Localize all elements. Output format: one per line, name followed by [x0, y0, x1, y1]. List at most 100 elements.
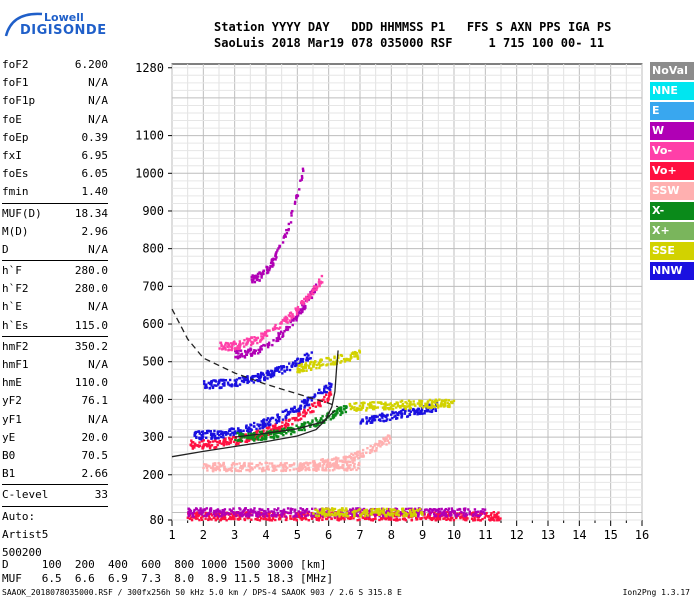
echo-point-sse — [396, 403, 400, 407]
echo-point-nnw — [391, 410, 394, 414]
echo-point-sse — [353, 515, 356, 518]
echo-point-w — [235, 351, 238, 355]
echo-point-vo — [297, 514, 301, 518]
echo-point-w — [476, 510, 480, 513]
echo-point-w — [259, 346, 262, 349]
echo-point-w — [478, 514, 481, 518]
echo-point-vo — [310, 517, 314, 520]
echo-point-vo — [224, 440, 227, 444]
echo-point-sse — [334, 360, 338, 364]
echo-point-sse — [303, 363, 307, 367]
echo-point-vo — [216, 443, 219, 447]
echo-point-nnw — [313, 394, 317, 397]
echo-point-nnw — [209, 430, 213, 433]
param-value: N/A — [88, 112, 108, 126]
echo-point-w — [298, 311, 301, 315]
echo-point-w — [263, 344, 267, 347]
echo-point-nnw — [235, 378, 239, 381]
echo-point-vo — [198, 441, 201, 444]
echo-point-vo — [437, 512, 441, 516]
echo-point-nnw — [232, 427, 235, 431]
echo-point-sse — [446, 404, 450, 408]
echo-point-nnw — [291, 408, 294, 411]
echo-point-ssw — [353, 457, 356, 460]
echo-point-ssw — [260, 468, 264, 471]
echo-point-w — [253, 274, 257, 278]
echo-point-ssw — [258, 461, 262, 465]
echo-point-vo — [234, 347, 237, 350]
echo-point-sse — [318, 359, 322, 362]
echo-point-ssw — [211, 466, 214, 470]
echo-point-sse — [393, 403, 397, 406]
echo-point-w — [275, 513, 279, 517]
echo-point-w — [277, 247, 280, 250]
echo-point-x — [249, 432, 253, 435]
echo-point-x — [265, 433, 268, 436]
echo-point-w — [399, 511, 402, 514]
echo-point-sse — [315, 363, 319, 367]
echo-point-w — [357, 507, 360, 510]
echo-point-vo — [446, 517, 450, 521]
echo-point-nnw — [216, 432, 219, 436]
echo-point-w — [417, 515, 420, 518]
echo-point-vo — [201, 515, 204, 518]
echo-point-vo — [250, 336, 254, 339]
echo-point-sse — [384, 407, 387, 411]
param-row-d: D N/A — [2, 241, 108, 259]
echo-point-w — [479, 510, 483, 513]
echo-point-vo — [274, 423, 277, 426]
echo-point-sse — [376, 401, 380, 404]
echo-point-w — [349, 508, 353, 512]
echo-point-w — [260, 276, 263, 279]
echo-point-sse — [410, 512, 413, 516]
x-tick-label: 10 — [447, 528, 461, 542]
echo-point-w — [200, 510, 203, 514]
echo-point-nnw — [285, 368, 289, 371]
echo-point-nnw — [228, 428, 231, 431]
echo-point-w — [465, 513, 468, 517]
echo-point-nnw — [294, 362, 298, 365]
echo-point-w — [312, 515, 315, 518]
echo-point-vo — [204, 443, 207, 446]
echo-point-ssw — [349, 463, 352, 467]
echo-point-sse — [319, 364, 322, 367]
echo-point-w — [483, 512, 486, 515]
echo-point-w — [310, 512, 313, 516]
echo-point-nnw — [389, 413, 393, 416]
echo-point-nnw — [259, 371, 263, 375]
echo-point-sse — [342, 513, 345, 516]
echo-point-w — [407, 507, 411, 511]
echo-point-w — [474, 510, 477, 514]
echo-point-vo — [295, 312, 299, 316]
echo-point-vo — [429, 511, 433, 514]
echo-point-x — [299, 425, 303, 429]
echo-point-w — [431, 508, 435, 512]
echo-point-vo — [338, 518, 341, 521]
echo-point-ssw — [341, 460, 344, 464]
echo-point-vo — [226, 441, 229, 444]
echo-point-ssw — [217, 462, 220, 465]
echo-point-x — [291, 427, 295, 430]
echo-point-vo — [410, 518, 414, 521]
echo-point-w — [209, 509, 213, 512]
echo-point-ssw — [373, 449, 377, 453]
echo-point-w — [275, 508, 279, 512]
echo-point-ssw — [309, 461, 312, 465]
echo-point-sse — [312, 362, 315, 366]
echo-point-vo — [300, 299, 304, 303]
echo-point-sse — [354, 510, 358, 513]
echo-point-ssw — [388, 437, 392, 440]
echo-point-sse — [346, 514, 350, 518]
x-tick-label: 15 — [603, 528, 617, 542]
echo-point-ssw — [220, 464, 223, 468]
echo-point-x — [240, 433, 243, 437]
echo-point-w — [258, 279, 261, 282]
echo-point-x — [317, 423, 320, 426]
echo-point-sse — [430, 406, 434, 409]
echo-point-w — [215, 509, 218, 512]
echo-point-ssw — [355, 452, 358, 455]
echo-point-nnw — [255, 378, 258, 382]
echo-point-nnw — [271, 375, 274, 378]
echo-point-vo — [291, 417, 294, 420]
echo-point-nnw — [275, 369, 278, 372]
